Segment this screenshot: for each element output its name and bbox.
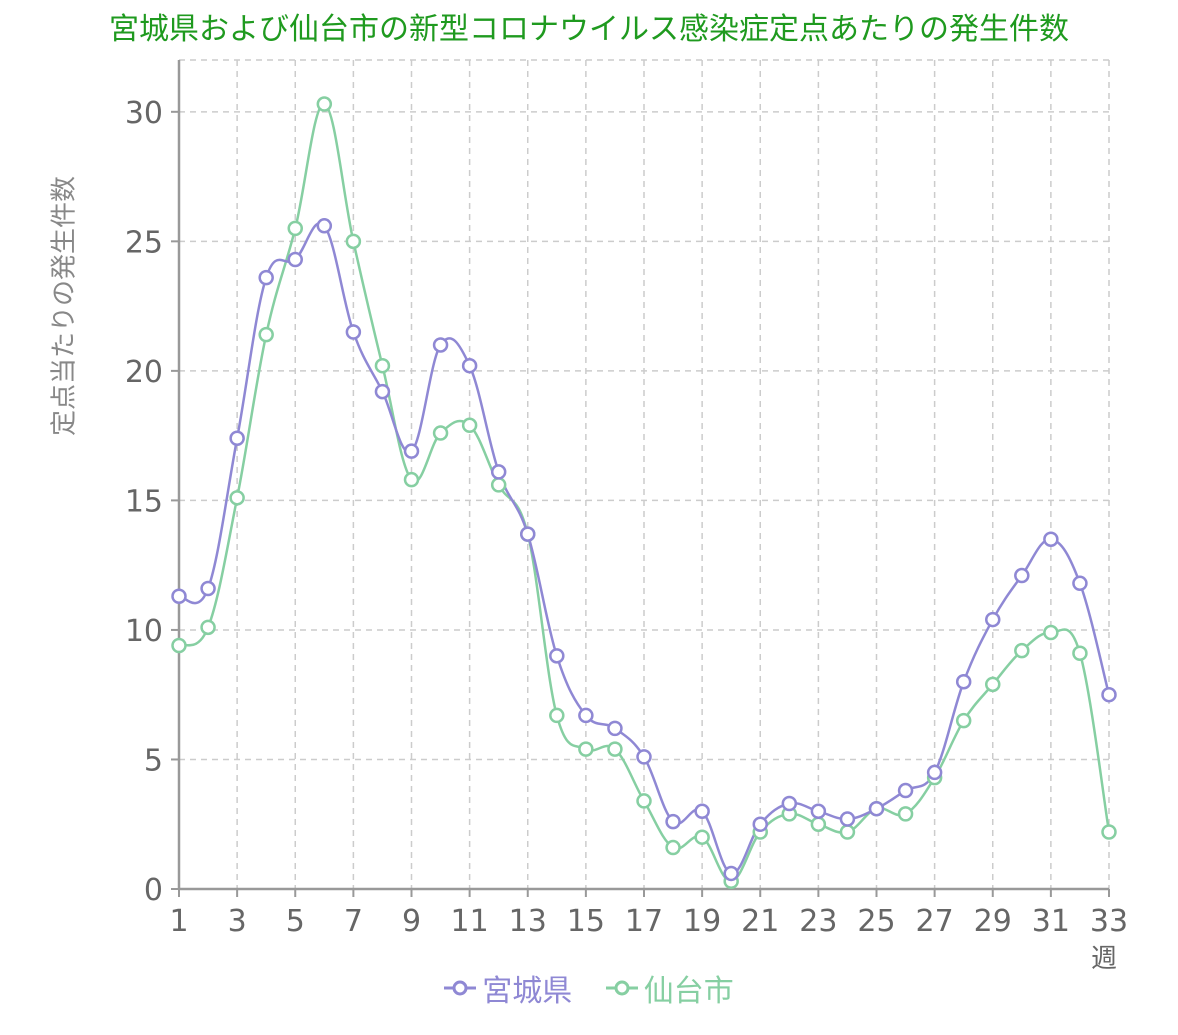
legend-item-miyagi[interactable]: 宮城県 — [444, 966, 572, 1010]
x-axis-unit-label: 週 — [1090, 944, 1118, 974]
data-point-miyagi[interactable] — [345, 324, 362, 340]
data-point-miyagi[interactable] — [490, 464, 507, 480]
data-point-sendai[interactable] — [810, 816, 827, 832]
data-point-sendai[interactable] — [1014, 642, 1030, 659]
legend-marker-sendai — [605, 980, 638, 996]
data-point-sendai[interactable] — [694, 829, 710, 845]
series-layer — [171, 96, 1117, 889]
x-tick-label: 3 — [228, 904, 247, 939]
x-tick-label: 19 — [683, 904, 721, 939]
data-point-miyagi[interactable] — [171, 588, 187, 605]
data-point-sendai[interactable] — [374, 357, 391, 374]
data-point-sendai[interactable] — [985, 676, 1001, 693]
y-tick-label: 0 — [144, 873, 163, 908]
data-point-miyagi[interactable] — [985, 611, 1001, 628]
data-point-miyagi[interactable] — [229, 430, 245, 446]
data-point-miyagi[interactable] — [1072, 575, 1088, 592]
data-point-sendai[interactable] — [490, 477, 507, 493]
data-point-miyagi[interactable] — [549, 648, 565, 664]
data-point-sendai[interactable] — [345, 233, 362, 250]
series-line-sendai — [178, 102, 1111, 883]
data-point-sendai[interactable] — [258, 326, 274, 343]
data-point-miyagi[interactable] — [258, 269, 274, 286]
x-tick-label: 1 — [169, 904, 188, 939]
x-tick-label: 17 — [625, 904, 663, 939]
data-point-miyagi[interactable] — [432, 337, 449, 353]
legend-marker-miyagi — [444, 980, 477, 996]
y-tick-label: 25 — [125, 225, 163, 260]
grid-layer — [179, 59, 1110, 889]
data-point-sendai[interactable] — [432, 425, 449, 441]
y-tick-label: 5 — [144, 743, 163, 778]
x-tick-label: 33 — [1090, 904, 1128, 939]
data-point-miyagi[interactable] — [868, 800, 885, 817]
data-point-miyagi[interactable] — [200, 580, 216, 597]
y-tick-label: 20 — [125, 355, 163, 390]
legend: 宮城県 仙台市 — [0, 966, 1178, 1010]
data-point-sendai[interactable] — [316, 96, 333, 112]
data-point-miyagi[interactable] — [781, 795, 798, 812]
x-tick-label: 21 — [741, 904, 779, 939]
data-point-miyagi[interactable] — [287, 251, 303, 268]
data-point-miyagi[interactable] — [665, 813, 681, 830]
data-point-miyagi[interactable] — [578, 707, 594, 724]
data-point-miyagi[interactable] — [1101, 686, 1117, 703]
y-tick-label: 15 — [125, 484, 163, 519]
data-point-sendai[interactable] — [287, 220, 303, 237]
data-point-sendai[interactable] — [578, 741, 594, 757]
chart-title: 宮城県および仙台市の新型コロナウイルス感染症定点あたりの発生件数 — [109, 12, 1069, 47]
data-point-miyagi[interactable] — [1014, 567, 1030, 584]
data-point-sendai[interactable] — [1101, 824, 1117, 840]
data-point-sendai[interactable] — [403, 471, 420, 488]
x-tick-label: 25 — [857, 904, 895, 939]
data-point-miyagi[interactable] — [752, 816, 768, 832]
x-tick-label: 31 — [1032, 904, 1070, 939]
data-point-miyagi[interactable] — [374, 383, 391, 400]
data-point-sendai[interactable] — [665, 839, 681, 856]
data-point-sendai[interactable] — [636, 793, 652, 809]
x-tick-label: 7 — [344, 904, 363, 939]
data-point-sendai[interactable] — [839, 824, 856, 840]
legend-label-sendai: 仙台市 — [643, 974, 734, 1009]
data-point-miyagi[interactable] — [694, 803, 710, 820]
x-tick-label: 27 — [916, 904, 954, 939]
x-tick-label: 15 — [567, 904, 605, 939]
data-point-miyagi[interactable] — [461, 357, 478, 374]
data-point-miyagi[interactable] — [839, 811, 856, 827]
data-point-miyagi[interactable] — [403, 443, 420, 459]
data-point-miyagi[interactable] — [520, 526, 536, 542]
data-point-sendai[interactable] — [171, 637, 187, 654]
data-point-miyagi[interactable] — [926, 764, 943, 781]
x-tick-label: 5 — [286, 904, 305, 939]
x-tick-label: 23 — [799, 904, 837, 939]
data-point-sendai[interactable] — [461, 417, 478, 434]
data-point-sendai[interactable] — [1072, 645, 1088, 662]
data-point-sendai[interactable] — [200, 619, 216, 636]
data-point-sendai[interactable] — [229, 490, 245, 506]
data-point-sendai[interactable] — [955, 712, 972, 729]
data-point-miyagi[interactable] — [607, 720, 623, 737]
data-point-miyagi[interactable] — [636, 749, 652, 765]
data-point-sendai[interactable] — [549, 707, 565, 724]
data-point-miyagi[interactable] — [955, 674, 972, 690]
y-tick-label: 10 — [125, 614, 163, 649]
data-point-sendai[interactable] — [897, 806, 914, 822]
data-point-sendai[interactable] — [607, 741, 623, 757]
legend-item-sendai[interactable]: 仙台市 — [605, 966, 734, 1010]
legend-label-miyagi: 宮城県 — [482, 974, 573, 1009]
x-tick-label: 13 — [509, 904, 547, 939]
data-point-miyagi[interactable] — [897, 782, 914, 799]
x-tick-label: 29 — [974, 904, 1012, 939]
x-tick-label: 11 — [451, 904, 489, 939]
data-point-miyagi[interactable] — [723, 865, 739, 882]
y-tick-label: 30 — [125, 96, 163, 131]
x-tick-label: 9 — [402, 904, 421, 939]
data-point-miyagi[interactable] — [810, 803, 827, 820]
data-point-sendai[interactable] — [1043, 624, 1059, 641]
data-point-miyagi[interactable] — [1043, 531, 1059, 548]
data-point-miyagi[interactable] — [316, 218, 333, 234]
